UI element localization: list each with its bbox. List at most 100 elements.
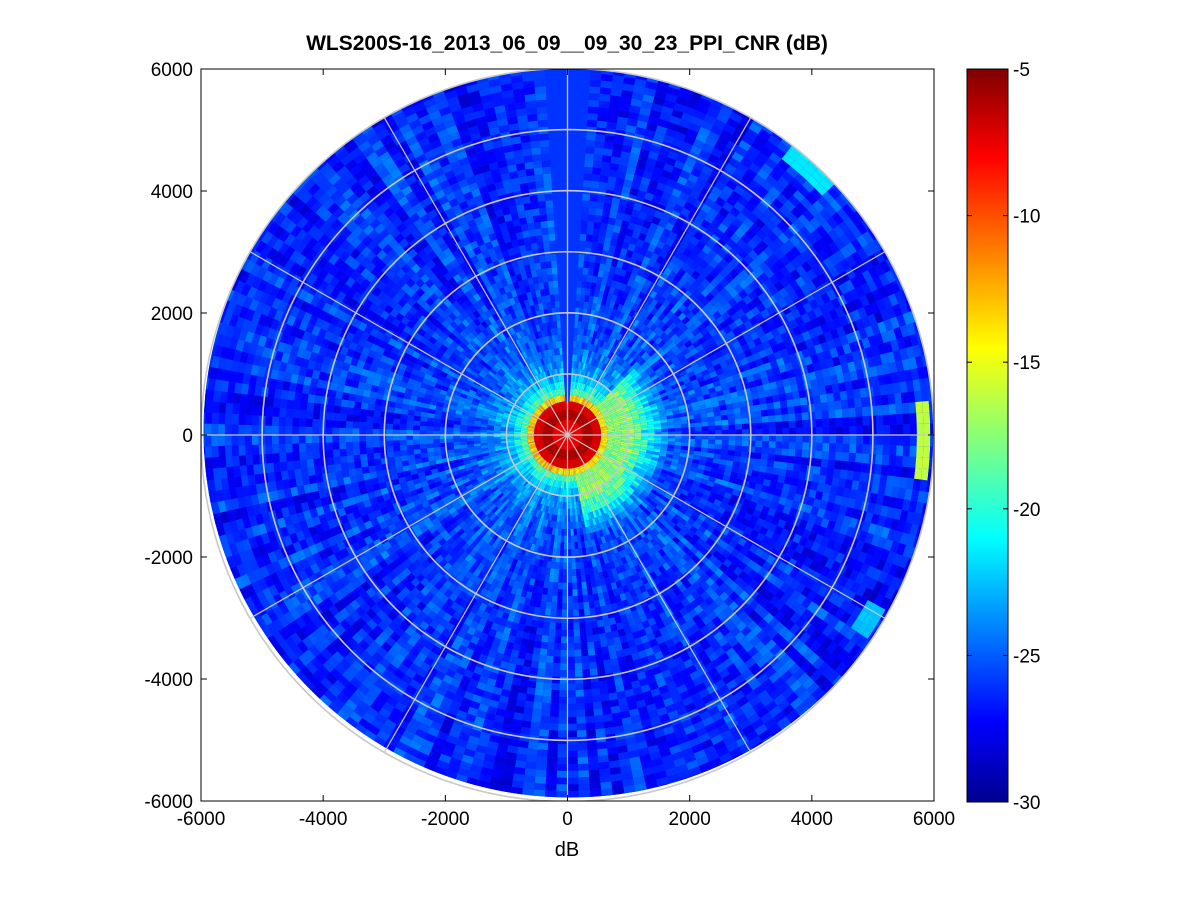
heat-cell bbox=[606, 321, 612, 329]
heat-cell bbox=[775, 421, 783, 429]
heat-cell bbox=[748, 162, 761, 175]
heat-cell bbox=[786, 399, 795, 408]
heat-cell bbox=[910, 424, 917, 435]
heat-cell bbox=[654, 437, 662, 441]
heat-cell bbox=[648, 437, 655, 441]
heat-cell bbox=[630, 342, 638, 351]
heat-cell bbox=[649, 323, 658, 332]
heat-cell bbox=[675, 96, 689, 107]
heat-cell bbox=[695, 240, 706, 251]
heat-cell bbox=[663, 99, 676, 110]
heat-cell bbox=[646, 122, 658, 132]
heat-cell bbox=[625, 249, 634, 258]
heat-cell bbox=[856, 435, 864, 445]
heat-cell bbox=[839, 390, 848, 401]
heat-cell bbox=[596, 383, 602, 391]
heat-cell bbox=[748, 260, 759, 271]
heat-cell bbox=[726, 238, 737, 249]
heat-cell bbox=[766, 460, 775, 468]
heat-cell bbox=[608, 376, 615, 384]
heat-cell bbox=[587, 268, 594, 276]
heat-cell bbox=[768, 441, 776, 449]
heat-cell bbox=[674, 441, 682, 446]
heat-cell bbox=[668, 428, 675, 432]
heat-cell bbox=[681, 423, 689, 428]
heat-cell bbox=[639, 307, 647, 316]
heat-cell bbox=[620, 305, 628, 314]
heat-cell bbox=[631, 381, 639, 388]
heat-cell bbox=[641, 351, 649, 359]
heat-cell bbox=[681, 141, 693, 152]
heat-cell bbox=[630, 146, 641, 156]
heat-cell bbox=[691, 306, 700, 316]
heat-cell bbox=[674, 131, 687, 142]
heat-cell bbox=[658, 312, 666, 322]
heat-cell bbox=[726, 307, 736, 317]
heat-cell bbox=[617, 386, 625, 393]
heat-cell bbox=[708, 430, 716, 435]
heat-cell bbox=[585, 356, 590, 364]
heat-cell bbox=[608, 169, 618, 178]
heat-cell bbox=[814, 403, 822, 412]
heat-cell bbox=[645, 346, 653, 355]
heat-cell bbox=[764, 191, 777, 204]
heat-cell bbox=[748, 280, 759, 291]
heat-cell bbox=[762, 435, 770, 442]
heat-cell bbox=[875, 454, 883, 465]
heat-cell bbox=[581, 390, 585, 398]
heat-cell bbox=[705, 292, 715, 302]
heat-cell bbox=[589, 79, 601, 88]
heat-cell bbox=[793, 463, 801, 472]
heat-cell bbox=[687, 293, 697, 303]
heat-cell bbox=[728, 424, 736, 430]
heat-cell bbox=[819, 208, 832, 221]
heat-cell bbox=[701, 244, 712, 255]
heat-cell bbox=[709, 170, 722, 181]
heat-cell bbox=[588, 387, 594, 394]
heat-cell bbox=[676, 352, 685, 360]
heat-cell bbox=[733, 456, 741, 463]
heat-cell bbox=[698, 171, 710, 182]
heat-cell bbox=[575, 388, 578, 396]
heat-cell bbox=[758, 128, 772, 141]
heat-cell bbox=[668, 322, 677, 331]
heat-cell bbox=[595, 134, 606, 142]
heat-cell bbox=[876, 435, 884, 445]
heat-cell bbox=[780, 188, 793, 200]
heat-cell bbox=[621, 360, 628, 368]
heat-cell bbox=[745, 228, 757, 240]
heat-cell bbox=[697, 209, 708, 220]
heat-cell bbox=[700, 219, 711, 230]
heat-cell bbox=[686, 128, 699, 139]
heat-cell bbox=[707, 153, 720, 165]
heat-cell bbox=[588, 357, 593, 365]
heat-cell bbox=[728, 419, 736, 425]
heat-cell bbox=[689, 261, 700, 271]
heat-cell bbox=[718, 191, 730, 202]
heat-cell bbox=[624, 73, 637, 79]
heat-cell bbox=[609, 162, 620, 171]
heat-cell bbox=[602, 399, 609, 405]
heat-cell bbox=[597, 113, 608, 122]
heat-cell bbox=[609, 265, 617, 274]
heat-cell bbox=[822, 418, 830, 427]
heat-cell bbox=[654, 188, 664, 198]
heat-cell bbox=[773, 461, 781, 469]
heat-cell bbox=[615, 177, 625, 186]
heat-cell bbox=[623, 299, 631, 308]
heat-cell bbox=[815, 419, 823, 428]
heat-cell bbox=[774, 248, 785, 260]
heat-cell bbox=[781, 153, 795, 166]
heat-cell bbox=[612, 324, 619, 332]
heat-cell bbox=[779, 243, 791, 256]
heat-cell bbox=[650, 315, 659, 324]
heat-cell bbox=[601, 216, 609, 224]
heat-cell bbox=[575, 361, 580, 369]
heat-cell bbox=[703, 332, 712, 341]
heat-cell bbox=[658, 304, 667, 313]
heat-cell bbox=[595, 331, 601, 340]
heat-cell bbox=[619, 378, 627, 385]
heat-cell bbox=[696, 274, 706, 284]
heat-cell bbox=[604, 349, 611, 358]
heat-cell bbox=[636, 161, 647, 171]
